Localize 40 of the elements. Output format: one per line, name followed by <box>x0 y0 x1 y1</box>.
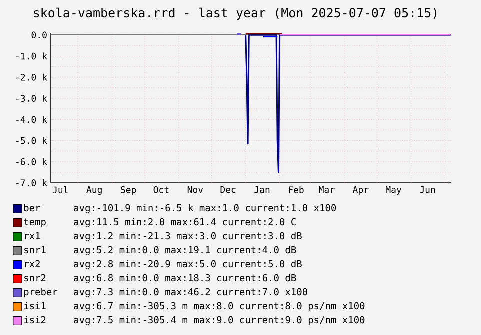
x-tick-label: Nov <box>188 186 204 194</box>
y-tick-label: -5.0 k <box>16 137 48 144</box>
legend-label: rx2 <box>25 260 40 268</box>
x-tick-label: Oct <box>154 186 169 194</box>
x-tick-label: Aug <box>86 186 102 196</box>
text: avg:1.2 min:-21.3 max:3.0 current:3.0 dB <box>74 232 302 242</box>
legend-label: snr1 <box>24 246 46 254</box>
text: avg:5.2 min:0.0 max:19.1 current:4.0 dB <box>74 246 296 256</box>
x-tick-label: May <box>386 186 402 195</box>
y-tick-label: -2.0 k <box>16 74 48 81</box>
text: avg:7.3 min:0.0 max:46.2 current:7.0 x100 <box>74 288 308 298</box>
legend-label: isi1 <box>24 302 46 310</box>
x-tick-label: Sep <box>121 186 136 196</box>
legend-label: preber <box>24 288 58 298</box>
x-tick-label: Dec <box>220 186 236 194</box>
chart-title: skola-vamberska.rrd - last year (Mon 2025-07-07 05:15) <box>34 8 437 20</box>
legend-label: temp <box>24 218 46 228</box>
x-tick-label: Mar <box>319 186 335 194</box>
y-tick-label: -1.0 k <box>16 52 48 60</box>
text: avg:11.5 min:2.0 max:61.4 current:2.0 C <box>74 218 296 228</box>
y-tick-label: -4.0 k <box>16 116 48 124</box>
y-tick-label: -6.0 k <box>16 158 48 166</box>
text: avg:7.5 min:-305.4 m max:9.0 current:9.0 ps/nm x100 <box>74 316 365 326</box>
text: avg:6.8 min:0.0 max:18.3 current:6.0 dB <box>74 274 296 284</box>
legend-label: isi2 <box>24 316 46 324</box>
x-tick-label: Apr <box>352 186 369 195</box>
x-tick-label: Jun <box>420 186 436 194</box>
y-tick-label: -7.0 k <box>16 180 48 186</box>
x-tick-label: Jul <box>52 186 68 194</box>
y-tick-label: 0.0 <box>32 32 47 39</box>
legend-label: rx1 <box>25 232 40 240</box>
y-tick-label: -3.0 k <box>16 95 48 102</box>
x-tick-label: Feb <box>289 186 304 194</box>
x-tick-label: Jan <box>254 186 270 194</box>
text: avg:6.7 min:-305.3 m max:8.0 current:8.0 ps/nm x100 <box>74 302 365 312</box>
legend-label: snr2 <box>24 274 46 282</box>
text: avg:-101.9 min:-6.5 k max:1.0 current:1.0 x100 <box>74 204 336 214</box>
line-series <box>245 34 452 174</box>
text: avg:2.8 min:-20.9 max:5.0 current:5.0 dB <box>74 260 302 270</box>
legend-label: ber <box>24 204 40 212</box>
